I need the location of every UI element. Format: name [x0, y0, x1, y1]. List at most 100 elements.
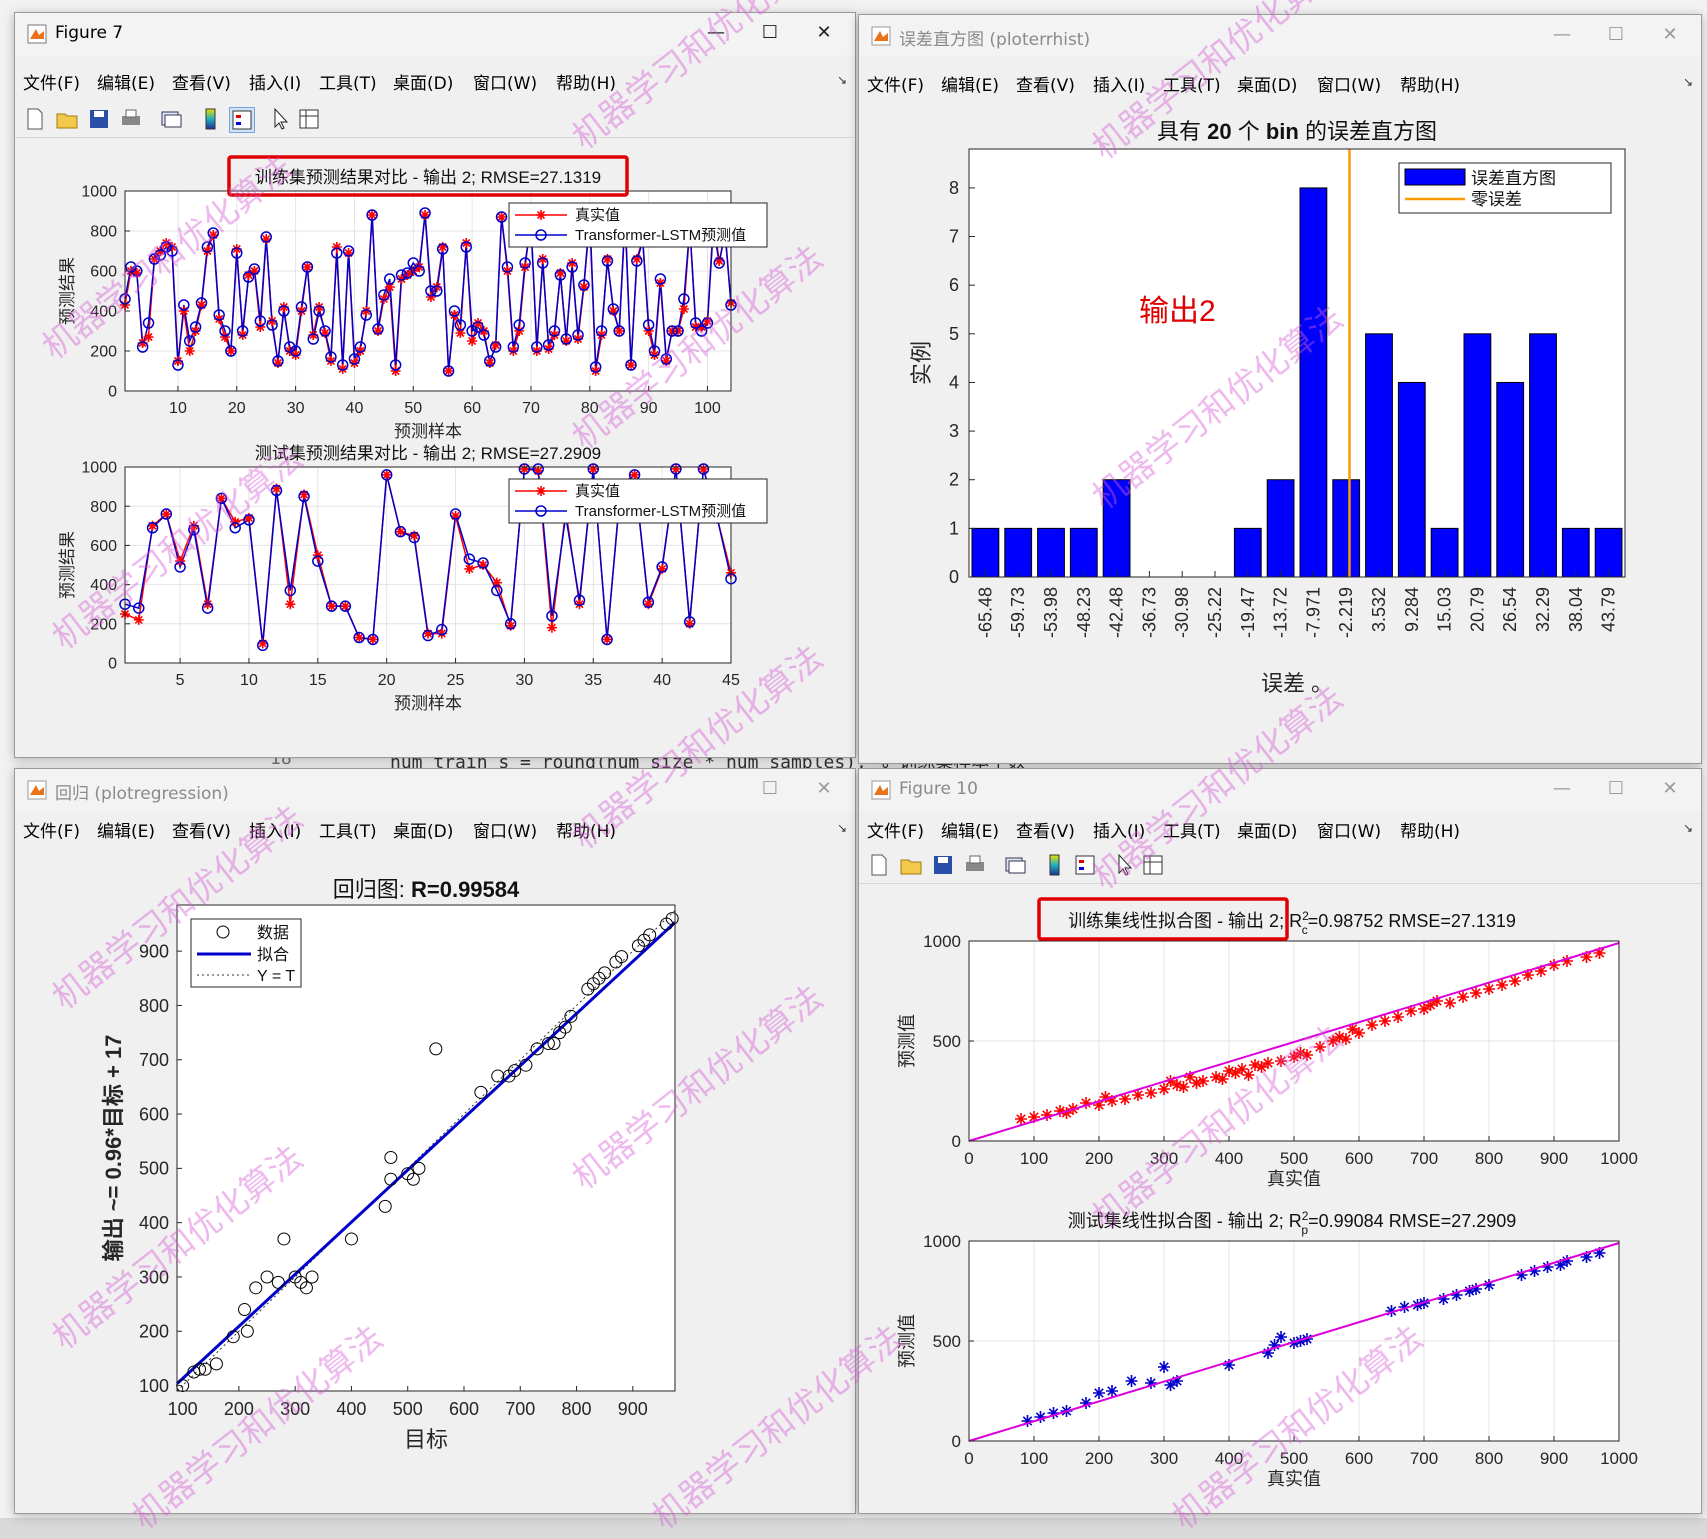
menu-desktop[interactable]: 桌面(D): [1237, 822, 1298, 842]
regr-point: [271, 1275, 285, 1289]
close-button[interactable]: ✕: [1662, 24, 1678, 45]
train-compare-true-point: [290, 350, 301, 360]
titlebar[interactable]: Figure 7 — ☐ ✕: [15, 13, 855, 55]
figure10-window[interactable]: Figure 10 — ☐ ✕ 文件(F) 编辑(E) 查看(V) 插入(I) …: [858, 768, 1702, 1514]
menu-view[interactable]: 查看(V): [172, 74, 231, 94]
menu-desktop[interactable]: 桌面(D): [1237, 76, 1298, 96]
train-fit-title-part: =0.98752 RMSE=27.1319: [1308, 911, 1516, 931]
test-compare-true-point: [684, 618, 695, 629]
train-compare-true-point: [561, 336, 572, 346]
train-compare-true-point: [608, 306, 619, 316]
titlebar[interactable]: 误差直方图 (ploterrhist) — ☐ ✕: [859, 15, 1701, 57]
legend-icon[interactable]: [1073, 853, 1097, 877]
new-figure-icon[interactable]: [23, 107, 47, 131]
maximize-button[interactable]: ☐: [761, 778, 779, 799]
menu-edit[interactable]: 编辑(E): [941, 822, 1000, 842]
maximize-button[interactable]: ☐: [1607, 778, 1625, 799]
regr-point: [277, 1232, 291, 1246]
colorbar-icon[interactable]: [1043, 853, 1067, 877]
menu-insert[interactable]: 插入(I): [1093, 76, 1146, 96]
property-editor-icon[interactable]: [297, 107, 321, 131]
minimize-button[interactable]: —: [1553, 24, 1571, 45]
train-compare-pred-point: [513, 319, 525, 331]
open-icon[interactable]: [899, 853, 923, 877]
titlebar[interactable]: 回归 (plotregression) ☐ ✕: [15, 769, 855, 811]
maximize-button[interactable]: ☐: [761, 22, 779, 43]
close-button[interactable]: ✕: [816, 22, 832, 43]
test-fit-point: [1021, 1415, 1034, 1427]
minimize-button[interactable]: —: [707, 22, 725, 43]
menu-file[interactable]: 文件(F): [23, 74, 81, 94]
matlab-icon: [27, 780, 47, 800]
menu-tools[interactable]: 工具(T): [319, 822, 377, 842]
menu-insert[interactable]: 插入(I): [1093, 822, 1146, 842]
test-compare-true-point: [285, 599, 296, 610]
link-plot-icon[interactable]: [159, 107, 183, 131]
menu-edit[interactable]: 编辑(E): [941, 76, 1000, 96]
menu-view[interactable]: 查看(V): [1016, 76, 1075, 96]
colorbar-icon[interactable]: [199, 107, 223, 131]
open-icon[interactable]: [55, 107, 79, 131]
legend-icon[interactable]: [229, 107, 255, 133]
train-fit-ytick-label: 1000: [923, 932, 961, 951]
menu-insert[interactable]: 插入(I): [249, 822, 302, 842]
train-compare-true-point: [467, 336, 478, 346]
hist-xtick-label: -65.48: [975, 587, 995, 638]
menu-dock-arrow-icon[interactable]: ↘: [836, 73, 847, 87]
menu-help[interactable]: 帮助(H): [1400, 76, 1461, 96]
maximize-button[interactable]: ☐: [1607, 24, 1625, 45]
menu-desktop[interactable]: 桌面(D): [393, 74, 454, 94]
print-icon[interactable]: [119, 107, 143, 131]
test-compare-true-point: [657, 563, 668, 574]
train-fit-point: [1054, 1105, 1066, 1117]
test-compare-true-point: [450, 511, 461, 521]
train-fit-point: [1229, 1067, 1242, 1079]
menu-edit[interactable]: 编辑(E): [97, 822, 156, 842]
menu-file[interactable]: 文件(F): [23, 822, 81, 842]
close-button[interactable]: ✕: [816, 778, 832, 799]
menu-window[interactable]: 窗口(W): [1317, 76, 1382, 96]
menu-dock-arrow-icon[interactable]: ↘: [1682, 821, 1693, 835]
property-editor-icon[interactable]: [1141, 853, 1165, 877]
error-histogram-window[interactable]: 误差直方图 (ploterrhist) — ☐ ✕ 文件(F) 编辑(E) 查看…: [858, 14, 1702, 764]
menu-edit[interactable]: 编辑(E): [97, 74, 156, 94]
menu-view[interactable]: 查看(V): [172, 822, 231, 842]
menu-dock-arrow-icon[interactable]: ↘: [836, 821, 847, 835]
test-fit-point: [1398, 1301, 1411, 1313]
test-fit-xtick-label: 700: [1410, 1449, 1438, 1468]
train-compare-pred-point: [378, 289, 390, 301]
menu-help[interactable]: 帮助(H): [556, 74, 617, 94]
figure7-window[interactable]: Figure 7 — ☐ ✕ 文件(F) 编辑(E) 查看(V) 插入(I) 工…: [14, 12, 856, 758]
menu-window[interactable]: 窗口(W): [473, 822, 538, 842]
menu-window[interactable]: 窗口(W): [473, 74, 538, 94]
train-compare-true-point: [602, 254, 613, 264]
menu-desktop[interactable]: 桌面(D): [393, 822, 454, 842]
print-icon[interactable]: [963, 853, 987, 877]
train-compare-true-point: [455, 328, 466, 338]
new-figure-icon[interactable]: [867, 853, 891, 877]
test-fit-point: [1437, 1293, 1450, 1305]
menu-tools[interactable]: 工具(T): [319, 74, 377, 94]
minimize-button[interactable]: —: [1553, 778, 1571, 799]
train-compare-true-point: [331, 242, 342, 252]
menu-help[interactable]: 帮助(H): [556, 822, 617, 842]
menu-view[interactable]: 查看(V): [1016, 822, 1075, 842]
menu-file[interactable]: 文件(F): [867, 76, 925, 96]
regression-window[interactable]: 回归 (plotregression) ☐ ✕ 文件(F) 编辑(E) 查看(V…: [14, 768, 856, 1514]
train-compare-pred-point: [354, 341, 367, 353]
menu-help[interactable]: 帮助(H): [1400, 822, 1461, 842]
menu-dock-arrow-icon[interactable]: ↘: [1682, 75, 1693, 89]
train-compare-true-point: [578, 282, 589, 292]
titlebar[interactable]: Figure 10 — ☐ ✕: [859, 769, 1701, 811]
menu-file[interactable]: 文件(F): [867, 822, 925, 842]
close-button[interactable]: ✕: [1662, 778, 1678, 799]
pointer-icon[interactable]: [1113, 853, 1137, 877]
save-icon[interactable]: [87, 107, 111, 131]
menu-window[interactable]: 窗口(W): [1317, 822, 1382, 842]
save-icon[interactable]: [931, 853, 955, 877]
menu-tools[interactable]: 工具(T): [1163, 822, 1221, 842]
pointer-icon[interactable]: [269, 107, 293, 131]
menu-insert[interactable]: 插入(I): [249, 74, 302, 94]
menu-tools[interactable]: 工具(T): [1163, 76, 1221, 96]
link-plot-icon[interactable]: [1003, 853, 1027, 877]
